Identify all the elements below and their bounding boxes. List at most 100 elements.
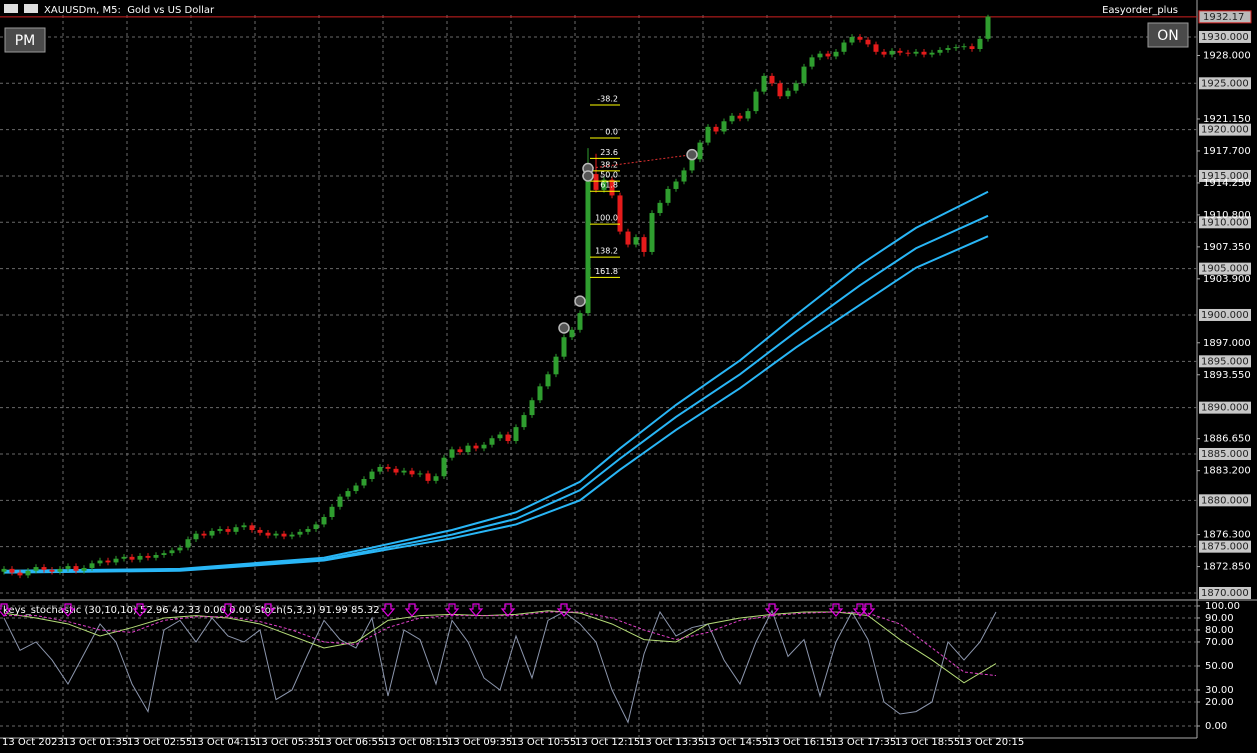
x-tick-label: 13 Oct 01:35 [63,737,128,748]
menu-icon[interactable] [4,4,18,13]
y-tick-label: 70.00 [1205,637,1234,648]
candle-body [225,529,231,532]
candle-body [745,111,751,119]
x-tick-label: 13 Oct 09:35 [447,737,512,748]
x-tick-label: 13 Oct 08:15 [383,737,448,748]
candle-body [641,237,647,252]
candle-body [721,121,727,132]
candle-body [689,159,695,171]
on-button[interactable]: ON [1147,22,1189,48]
candle-body [753,91,759,112]
candle-body [769,75,775,84]
candle-body [537,386,543,401]
y-tick-label: 1914.250 [1203,178,1251,189]
signal-arrow [444,603,460,617]
level-label-box [1199,77,1251,90]
candle-body [889,50,895,55]
y-tick-label: 1897.000 [1203,338,1251,349]
y-tick-label: 1907.350 [1203,242,1251,253]
trade-marker [558,322,570,334]
level-label-box [1199,262,1251,275]
y-tick-label: 1883.200 [1203,466,1251,477]
candle-body [489,438,495,445]
candle-body [409,470,415,475]
candle-body [81,567,87,571]
candle-body [9,568,15,573]
candle-body [57,568,63,572]
signal-arrow [556,603,572,617]
trade-marker [574,295,586,307]
level-label-box [1199,216,1251,229]
level-label-box [1199,447,1251,460]
candle-body [193,533,199,540]
y-tick-label: 80.00 [1205,625,1234,636]
y-tick-label: 1921.150 [1203,114,1251,125]
candle-body [625,231,631,245]
expert-name: Easyorder_plus [1102,5,1178,16]
candle-body [73,566,79,571]
candle-body [377,466,383,472]
candle-body [401,470,407,473]
y-tick-label: 1876.300 [1203,530,1251,541]
level-label: 1915.000 [1201,171,1249,182]
level-label: 1880.000 [1201,495,1249,506]
candle-body [337,496,343,507]
fib-label: 61.8 [600,181,618,190]
candle-body [385,466,391,469]
candle-body [425,473,431,481]
candle-body [945,48,951,50]
button-label[interactable]: ON [1157,28,1179,44]
candle-body [25,570,31,576]
pm-button[interactable]: PM [4,27,46,53]
candle-body [817,53,823,58]
level-label-box [1199,169,1251,182]
candle-body [601,179,607,190]
candle-body [1,568,7,572]
level-label-box [1199,308,1251,321]
y-tick-label: 30.00 [1205,685,1234,696]
x-tick-label: 13 Oct 2023 [2,737,64,748]
menu-icon[interactable] [24,4,38,13]
level-label-box [1199,30,1251,43]
fib-label: 161.8 [595,267,618,276]
stochastic-line [3,609,997,724]
candle-body [433,476,439,481]
fib-label: 50.0 [600,171,618,180]
candle-body [129,556,135,560]
candle-body [97,560,103,564]
x-tick-label: 13 Oct 16:15 [767,737,832,748]
candle-body [857,36,863,40]
candle-body [505,434,511,442]
candle-body [833,51,839,57]
candle-body [497,434,503,439]
candle-body [905,52,911,54]
candle-body [233,527,239,532]
signal-arrow [60,603,76,617]
candle-body [673,181,679,189]
candle-body [561,337,567,357]
button-label[interactable]: PM [15,33,36,49]
candle-body [481,444,487,449]
signal-arrow [260,603,276,617]
candle-body [265,532,271,536]
candle-body [609,179,615,196]
level-label: 1870.000 [1201,588,1249,599]
candle-body [729,115,735,122]
level-label-box [1199,494,1251,507]
candle-body [545,374,551,387]
candle-body [201,533,207,536]
candle-body [313,524,319,530]
level-label: 1890.000 [1201,403,1249,414]
x-tick-label: 13 Oct 13:35 [639,737,704,748]
candle-body [209,530,215,536]
candle-body [697,142,703,160]
candle-body [473,445,479,449]
candle-body [569,329,575,338]
y-tick-label: 1872.850 [1203,562,1251,573]
candle-body [873,44,879,52]
fib-label: 138.2 [595,247,618,256]
signal-arrow [828,603,844,617]
trade-marker [686,148,698,161]
level-label: 1900.000 [1201,310,1249,321]
